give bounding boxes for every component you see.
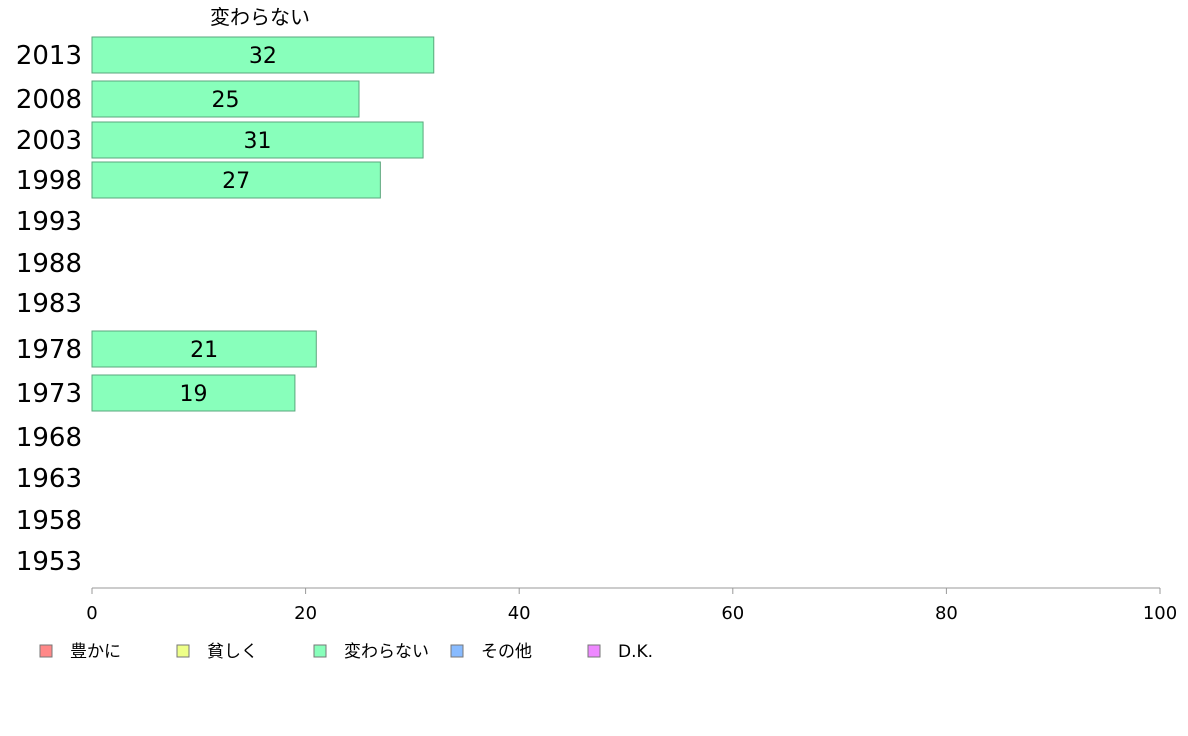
year-label-1983: 1983 [16, 289, 82, 319]
bar-1973 [91, 374, 296, 412]
x-tick-label-40: 40 [508, 603, 531, 624]
year-label-1973: 1973 [16, 379, 82, 409]
legend-swatch-0 [39, 644, 53, 658]
year-label-1953: 1953 [16, 547, 82, 577]
legend-swatch-2 [313, 644, 327, 658]
bar-label-2013: 32 [249, 44, 277, 69]
x-tick-label-100: 100 [1143, 603, 1177, 624]
legend: 豊かに 貧しく 変わらない その他 D.K. [39, 642, 653, 662]
year-label-1978: 1978 [16, 335, 82, 365]
year-label-1963: 1963 [16, 464, 82, 494]
legend-label-4: D.K. [618, 642, 653, 662]
year-label-1968: 1968 [16, 423, 82, 453]
bar-label-1998: 27 [222, 169, 250, 194]
bar-label-2008: 25 [212, 88, 240, 113]
x-tick-label-20: 20 [294, 603, 317, 624]
legend-label-2: 変わらない [344, 642, 429, 662]
legend-label-3: その他 [481, 642, 532, 662]
bar-label-2003: 31 [244, 129, 272, 154]
bar-label-1978: 21 [190, 338, 218, 363]
year-label-1958: 1958 [16, 506, 82, 536]
bar-label-1973: 19 [179, 382, 207, 407]
legend-label-1: 貧しく [207, 642, 258, 662]
x-tick-label-80: 80 [935, 603, 958, 624]
legend-label-0: 豊かに [70, 642, 121, 662]
year-label-2008: 2008 [16, 85, 82, 115]
bar-1998 [91, 161, 381, 199]
year-labels: 2013 2008 2003 1998 1993 1988 1983 1978 1973 1968… [16, 41, 82, 577]
bar-2013 [91, 36, 435, 74]
year-label-2003: 2003 [16, 126, 82, 156]
x-axis: 0 20 40 60 80 100 [86, 587, 1177, 624]
year-label-2013: 2013 [16, 41, 82, 71]
year-label-1998: 1998 [16, 166, 82, 196]
year-label-1988: 1988 [16, 249, 82, 279]
x-tick-label-0: 0 [86, 603, 97, 624]
bar-2008 [91, 80, 360, 118]
legend-swatch-3 [450, 644, 464, 658]
x-tick-label-60: 60 [721, 603, 744, 624]
bar-1978 [91, 330, 317, 368]
bar-2003 [91, 121, 424, 159]
series-title: 変わらない [210, 5, 310, 29]
year-label-1993: 1993 [16, 207, 82, 237]
legend-swatch-1 [176, 644, 190, 658]
legend-swatch-4 [587, 644, 601, 658]
